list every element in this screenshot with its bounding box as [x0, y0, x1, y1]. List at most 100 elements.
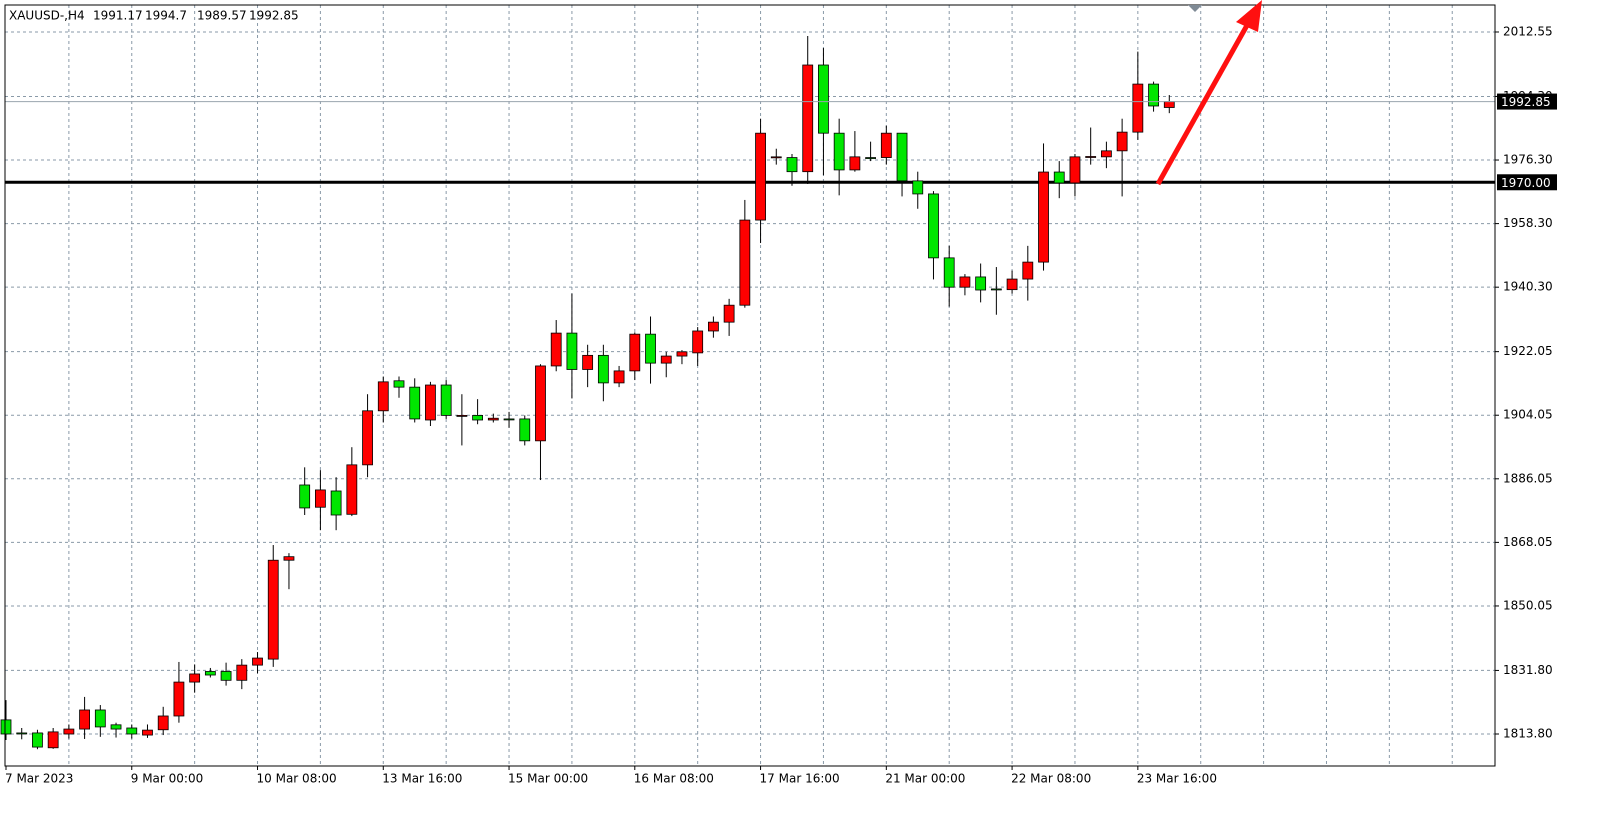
ohlc-high: 1994.7 [145, 9, 187, 23]
candle-body [535, 365, 546, 442]
candle-body [283, 556, 295, 561]
y-tick-label: 1958.30 [1503, 216, 1553, 230]
candle-body [597, 354, 609, 384]
candle-body [314, 489, 326, 508]
y-tick-label: 1831.80 [1503, 663, 1553, 677]
candle-body [849, 156, 861, 171]
plot-frame [4, 4, 1496, 767]
candle-body [393, 380, 405, 388]
candle-body [865, 157, 876, 159]
candle-body [629, 333, 641, 372]
candle-body [1006, 278, 1018, 291]
candle-body [425, 384, 436, 421]
candle-body [770, 156, 782, 159]
x-tick-label: 13 Mar 16:00 [382, 772, 462, 786]
candle-body [1053, 171, 1065, 184]
ohlc-close: 1992.85 [249, 9, 299, 23]
y-tick-label: 1922.05 [1503, 344, 1553, 358]
candle-body [833, 132, 845, 171]
candles [0, 36, 1495, 750]
candle-body [0, 719, 12, 735]
candle-body [472, 414, 484, 421]
candle-body [157, 715, 169, 731]
candle-body [47, 731, 59, 749]
candle-body [692, 330, 704, 354]
candle-body [912, 180, 924, 195]
candle-body [440, 384, 452, 416]
candle-body [1116, 131, 1128, 152]
candle-body [1101, 150, 1112, 158]
candle-body [346, 464, 358, 515]
ohlc-open: 1991.17 [93, 9, 143, 23]
candle-body [1085, 156, 1097, 158]
candle-body [896, 132, 908, 182]
price-label-box [1497, 93, 1557, 110]
candle-body [79, 709, 90, 730]
y-tick-label: 1940.30 [1503, 280, 1553, 294]
candle-body [173, 681, 185, 717]
candle-body [550, 332, 562, 367]
candle-body [990, 288, 1002, 291]
candle-body [503, 418, 515, 421]
candle-body [755, 132, 766, 221]
candle-body [660, 355, 672, 364]
candle-body [236, 664, 248, 681]
x-tick-label: 7 Mar 2023 [5, 772, 73, 786]
candle-body [1038, 171, 1049, 263]
y-tick-label: 1868.05 [1503, 535, 1553, 549]
x-tick-label: 21 Mar 00:00 [885, 772, 965, 786]
candle-body [456, 414, 468, 417]
candle-body [189, 673, 201, 683]
candle-body [676, 351, 688, 357]
y-tick-label: 1904.05 [1503, 408, 1553, 422]
candle-body [943, 257, 955, 288]
candle-body [645, 333, 656, 364]
candle-body [377, 381, 389, 412]
candle-body [959, 276, 971, 288]
x-tick-label: 23 Mar 16:00 [1137, 772, 1217, 786]
x-tick-label: 16 Mar 08:00 [634, 772, 714, 786]
candle-body [204, 671, 216, 676]
grid [5, 5, 1499, 770]
candle-body [330, 490, 342, 516]
candle-body [880, 132, 892, 158]
chart-title: XAUUSD-,H4 [9, 9, 85, 23]
candle-body [708, 321, 719, 332]
candle-body [566, 332, 578, 370]
x-tick-label: 10 Mar 08:00 [257, 772, 337, 786]
candle-body [487, 417, 499, 421]
candle-body [818, 64, 829, 134]
candle-body [613, 370, 625, 384]
candle-body [126, 727, 138, 735]
candle-body [723, 304, 735, 323]
candle-body [94, 709, 106, 728]
candle-body [582, 354, 594, 370]
y-tick-label: 1850.05 [1503, 598, 1553, 612]
candle-body [110, 724, 122, 730]
x-tick-label: 17 Mar 16:00 [760, 772, 840, 786]
level-label-box [1497, 174, 1557, 191]
x-tick-label: 15 Mar 00:00 [508, 772, 588, 786]
labels: XAUUSD-,H4 1991.17 1994.7 1989.57 1992.8… [5, 9, 1557, 786]
y-tick-label: 2012.55 [1503, 24, 1553, 38]
price-label: 1992.85 [1501, 95, 1551, 109]
candle-body [142, 729, 153, 736]
shift-marker [1188, 5, 1202, 12]
x-tick-label: 9 Mar 00:00 [131, 772, 204, 786]
candle-body [1069, 156, 1081, 184]
candle-body [220, 671, 232, 681]
candle-body [299, 484, 311, 509]
candle-body [802, 64, 814, 173]
candle-body [1022, 261, 1034, 280]
candle-body [975, 276, 987, 291]
candle-body [739, 219, 751, 306]
arrow-head [1236, 0, 1262, 32]
candle-body [63, 728, 75, 735]
x-tick-label: 22 Mar 08:00 [1011, 772, 1091, 786]
candle-body [519, 418, 531, 442]
level-label: 1970.00 [1501, 176, 1551, 190]
candle-body [32, 732, 43, 748]
